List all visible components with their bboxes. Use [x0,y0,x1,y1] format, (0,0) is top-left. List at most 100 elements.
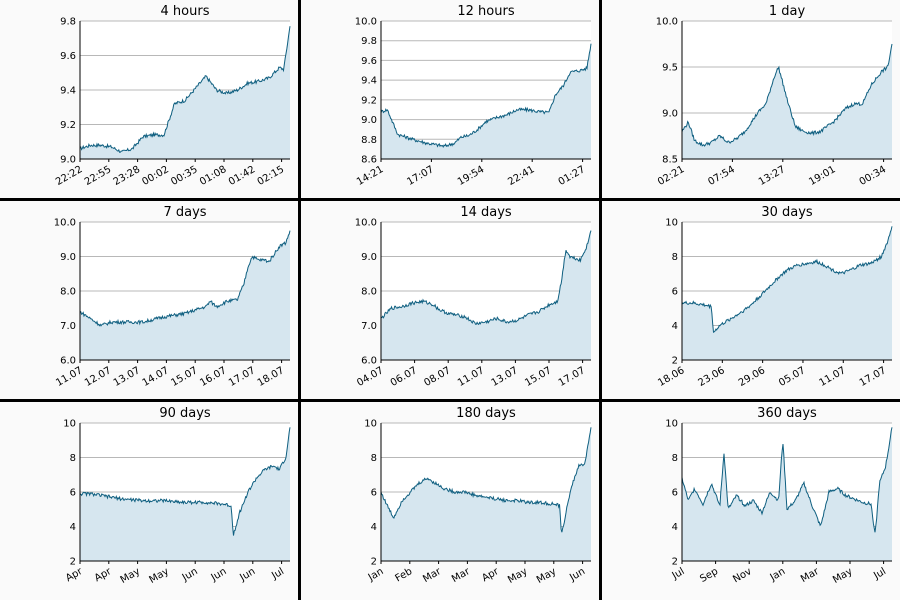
chart-panel: 7 days 6.0 7.0 8.0 9.0 10.0 11.07 12.07 13.07 14.… [0,201,298,399]
chart-panel: 180 days 2 4 6 8 10 Jan Feb Mar Mar Apr May May Jun [301,402,599,600]
series-area [80,427,290,561]
x-tick-label: 22:55 [83,164,113,188]
y-tick-label: 4 [672,522,678,533]
y-tick-label: 9.0 [662,109,678,120]
y-tick-label: 6 [672,287,678,298]
y-tick-label: 9.5 [662,63,678,74]
x-tick-label: May [506,566,529,586]
y-tick-label: 9.0 [60,155,76,166]
x-tick-label: 00:02 [140,164,170,188]
x-tick-label: 22:41 [506,164,536,188]
x-tick-label: May [147,566,170,586]
x-tick-label: Feb [393,566,414,584]
x-tick-label: 11.07 [456,365,486,389]
y-tick-label: 4 [70,522,76,533]
chart-title: 12 hours [457,4,514,19]
series-line [681,43,893,147]
series-area [80,230,290,360]
x-tick-label: Jun [567,566,587,584]
y-tick-label: 10 [665,218,678,229]
chart-panel: 360 days 2 4 6 8 10 Jul Sep Nov Jan Mar May Jul [602,402,900,600]
x-tick-label: 01:27 [557,164,587,188]
y-tick-label: 7.0 [361,321,377,332]
y-tick-label: 10.0 [355,218,377,229]
x-tick-label: 06.07 [389,365,419,389]
x-tick-label: 11.07 [817,365,847,389]
x-tick-label: Jul [670,566,687,582]
x-tick-label: 17.07 [557,365,587,389]
x-tick-label: 01:42 [227,164,257,188]
x-tick-label: Jan [366,566,386,584]
x-tick-label: 18.06 [656,365,686,389]
y-tick-label: 8.5 [662,155,678,166]
x-tick-label: 15.07 [169,365,199,389]
x-tick-label: 13:27 [757,164,787,188]
chart-panel: 14 days 6.0 7.0 8.0 9.0 10.0 04.07 06.07 08.07 11… [301,201,599,399]
x-tick-label: 14:21 [355,164,385,188]
y-tick-label: 8 [371,453,377,464]
y-tick-label: 6.0 [60,356,76,367]
chart-panel: 30 days 2 4 6 8 10 18.06 23.06 29.06 05.07 11.07 17… [602,201,900,399]
x-tick-label: 00:35 [169,164,199,188]
chart-panel: 4 hours 9.0 9.2 9.4 9.6 9.8 22:22 22:55 23:28 00:… [0,0,298,198]
x-tick-label: 02:21 [656,164,686,188]
y-tick-label: 8 [672,453,678,464]
y-tick-label: 2 [672,557,678,568]
x-tick-label: 13.07 [112,365,142,389]
y-tick-label: 4 [371,522,377,533]
chart-title: 90 days [159,406,211,421]
x-tick-label: Mar [421,566,444,585]
x-tick-label: 14.07 [141,365,171,389]
chart-svg: 12 hours 8.6 8.8 9.0 9.2 9.4 9.6 9.8 10.0 14:21 17… [355,4,592,188]
y-tick-label: 10.0 [355,17,377,28]
chart-svg: 180 days 2 4 6 8 10 Jan Feb Mar Mar Apr May May Jun [364,406,592,586]
y-tick-label: 10.0 [656,17,678,28]
y-tick-label: 10 [665,419,678,430]
y-tick-label: 10 [364,419,377,430]
x-tick-label: 07:54 [706,164,736,188]
series-line [79,26,291,153]
y-tick-label: 6 [672,488,678,499]
chart-svg: 90 days 2 4 6 8 10 Apr Apr May May Jun Jun Jun Jul [63,406,291,586]
x-tick-label: May [119,566,142,586]
chart-svg: 360 days 2 4 6 8 10 Jul Sep Nov Jan Mar May Jul [665,406,893,586]
x-tick-label: 04.07 [355,365,385,389]
x-tick-label: Mar [799,566,822,585]
y-tick-label: 2 [672,356,678,367]
x-tick-label: Jan [768,566,788,584]
y-tick-label: 8 [70,453,76,464]
x-tick-label: 17.07 [227,365,257,389]
y-tick-label: 8.6 [361,155,377,166]
x-tick-label: 15.07 [523,365,553,389]
x-tick-label: Jun [237,566,257,584]
chart-svg: 14 days 6.0 7.0 8.0 9.0 10.0 04.07 06.07 08.07 11… [355,205,592,389]
chart-panel: 12 hours 8.6 8.8 9.0 9.2 9.4 9.6 9.8 10.0 14:21 17… [301,0,599,198]
y-tick-label: 7.0 [60,321,76,332]
x-tick-label: Mar [450,566,473,585]
x-tick-label: May [831,566,854,586]
y-tick-label: 6 [70,488,76,499]
y-tick-label: 2 [371,557,377,568]
chart-panel: 1 day 8.5 9.0 9.5 10.0 02:21 07:54 13:27 19:01 00… [602,0,900,198]
y-tick-label: 9.4 [60,86,76,97]
y-tick-label: 6.0 [361,356,377,367]
chart-svg: 1 day 8.5 9.0 9.5 10.0 02:21 07:54 13:27 19:01 00… [656,4,893,188]
x-tick-label: 29.06 [737,365,767,389]
chart-title: 14 days [460,205,512,220]
x-tick-label: Jul [269,566,286,582]
x-tick-label: 19:54 [456,164,486,188]
series-area [381,427,591,561]
y-tick-label: 9.0 [361,252,377,263]
y-tick-label: 10 [63,419,76,430]
x-tick-label: 00:34 [858,164,888,188]
x-tick-label: 05.07 [777,365,807,389]
series-area [682,427,892,561]
series-area [381,230,591,360]
series-line [681,427,893,533]
x-tick-label: 13.07 [490,365,520,389]
chart-panel: 90 days 2 4 6 8 10 Apr Apr May May Jun Jun Jun Jul [0,402,298,600]
series-line [681,226,893,334]
y-tick-label: 8.8 [361,135,377,146]
y-tick-label: 8 [672,252,678,263]
